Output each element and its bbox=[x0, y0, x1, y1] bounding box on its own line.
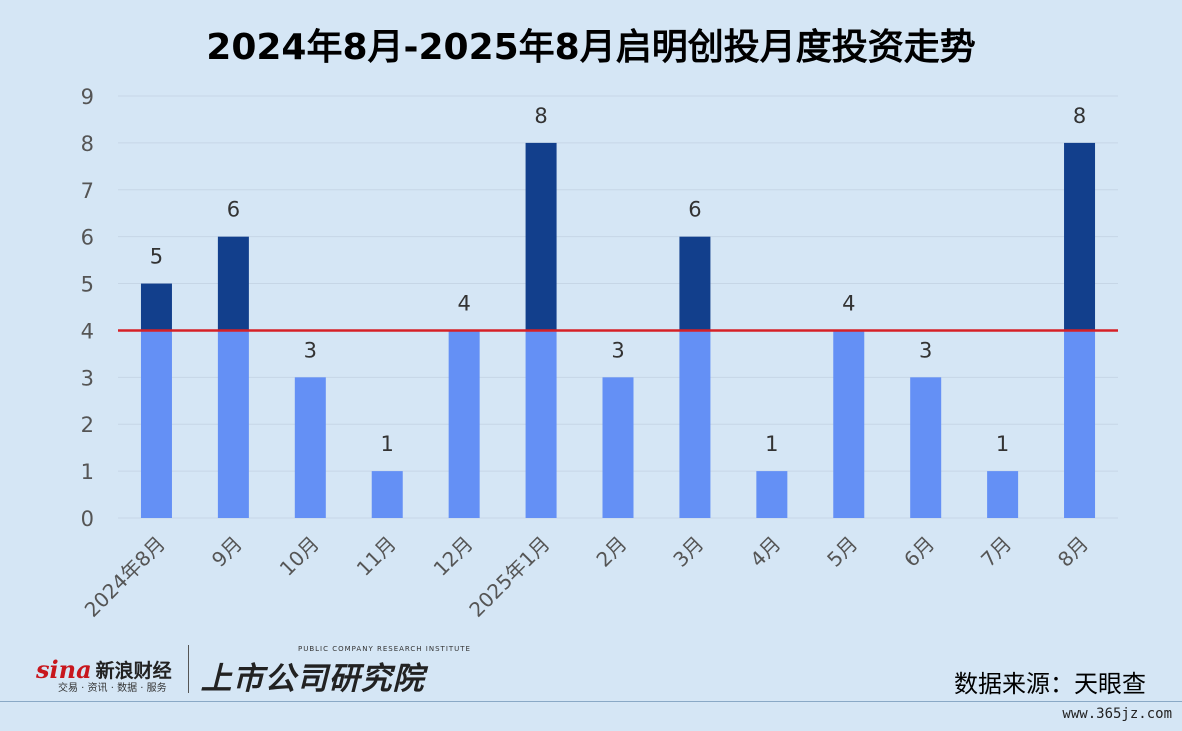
y-tick-label: 3 bbox=[81, 366, 94, 390]
y-tick-label: 6 bbox=[81, 226, 94, 250]
x-tick-label: 2月 bbox=[591, 532, 631, 572]
data-label: 3 bbox=[304, 338, 317, 362]
bar-base bbox=[371, 471, 403, 518]
x-tick-label: 2024年8月 bbox=[80, 532, 170, 622]
bar-chart: 0 1 2 3 4 5 6 7 8 9 5 6 3 1 4 8 3 6 1 4 3 1 8 2024年8月 9月 10月 11月… bbox=[80, 85, 1118, 622]
bar-base bbox=[1064, 330, 1096, 518]
x-tick-label: 2025年1月 bbox=[464, 532, 554, 622]
data-label: 8 bbox=[534, 104, 547, 128]
chart-title: 2024年8月-2025年8月启明创投月度投资走势 bbox=[206, 27, 976, 68]
data-label: 8 bbox=[1073, 104, 1086, 128]
y-tick-label: 8 bbox=[81, 132, 94, 156]
bar-base bbox=[140, 330, 172, 518]
x-tick-label: 7月 bbox=[976, 532, 1016, 572]
sina-finance-name: 新浪财经 bbox=[95, 659, 172, 682]
research-institute-english: PUBLIC COMPANY RESEARCH INSTITUTE bbox=[298, 645, 471, 653]
data-label: 1 bbox=[381, 432, 394, 456]
bar-above-threshold bbox=[525, 142, 557, 331]
data-label: 3 bbox=[611, 338, 624, 362]
sina-research-logo: sina 新浪财经 交易 · 资讯 · 数据 · 服务 上市公司研究院 PUBL… bbox=[36, 643, 470, 697]
x-tick-label: 8月 bbox=[1053, 532, 1093, 572]
x-tick-label: 10月 bbox=[275, 532, 324, 581]
data-labels: 5 6 3 1 4 8 3 6 1 4 3 1 8 bbox=[150, 104, 1086, 456]
data-label: 5 bbox=[150, 245, 163, 269]
bar-base bbox=[294, 377, 326, 518]
bar-above-threshold bbox=[217, 236, 249, 331]
bar-base bbox=[602, 377, 634, 518]
watermark-url: www.365jz.com bbox=[1062, 706, 1172, 722]
y-tick-label: 9 bbox=[81, 85, 94, 109]
y-tick-label: 4 bbox=[81, 319, 94, 343]
x-tick-label: 11月 bbox=[352, 532, 401, 581]
x-tick-label: 6月 bbox=[899, 532, 939, 572]
bar-base bbox=[525, 330, 557, 518]
research-institute-name: 上市公司研究院 bbox=[200, 660, 425, 697]
x-tick-label: 3月 bbox=[668, 532, 708, 572]
sina-tagline: 交易 · 资讯 · 数据 · 服务 bbox=[58, 683, 167, 694]
data-label: 4 bbox=[457, 291, 470, 315]
bar-base bbox=[448, 330, 480, 518]
bar-above-threshold bbox=[1064, 142, 1096, 331]
bar-base bbox=[987, 471, 1019, 518]
y-tick-label: 0 bbox=[81, 507, 94, 531]
data-label: 1 bbox=[996, 432, 1009, 456]
data-label: 1 bbox=[765, 432, 778, 456]
bar-above-threshold bbox=[140, 283, 172, 331]
data-label: 3 bbox=[919, 338, 932, 362]
bars bbox=[140, 142, 1096, 518]
x-tick-label: 9月 bbox=[207, 532, 247, 572]
data-label: 6 bbox=[688, 198, 701, 222]
y-tick-label: 1 bbox=[81, 460, 94, 484]
data-source-note: 数据来源：天眼查 bbox=[954, 670, 1146, 698]
logo-divider bbox=[187, 645, 189, 693]
sina-logo-mark: sina bbox=[36, 654, 92, 684]
bar-above-threshold bbox=[679, 236, 711, 331]
y-tick-label: 7 bbox=[81, 179, 94, 203]
data-label: 6 bbox=[227, 198, 240, 222]
x-tick-label: 5月 bbox=[822, 532, 862, 572]
bar-base bbox=[833, 330, 865, 518]
x-tick-label: 4月 bbox=[745, 532, 785, 572]
x-tick-label: 12月 bbox=[429, 532, 478, 581]
bar-base bbox=[756, 471, 788, 518]
y-axis-ticks: 0 1 2 3 4 5 6 7 8 9 bbox=[81, 85, 94, 531]
y-tick-label: 5 bbox=[81, 273, 94, 297]
watermark-bar: www.365jz.com bbox=[0, 701, 1182, 731]
bar-base bbox=[217, 330, 249, 518]
data-label: 4 bbox=[842, 291, 855, 315]
y-tick-label: 2 bbox=[81, 413, 94, 437]
bar-base bbox=[910, 377, 942, 518]
bar-base bbox=[679, 330, 711, 518]
